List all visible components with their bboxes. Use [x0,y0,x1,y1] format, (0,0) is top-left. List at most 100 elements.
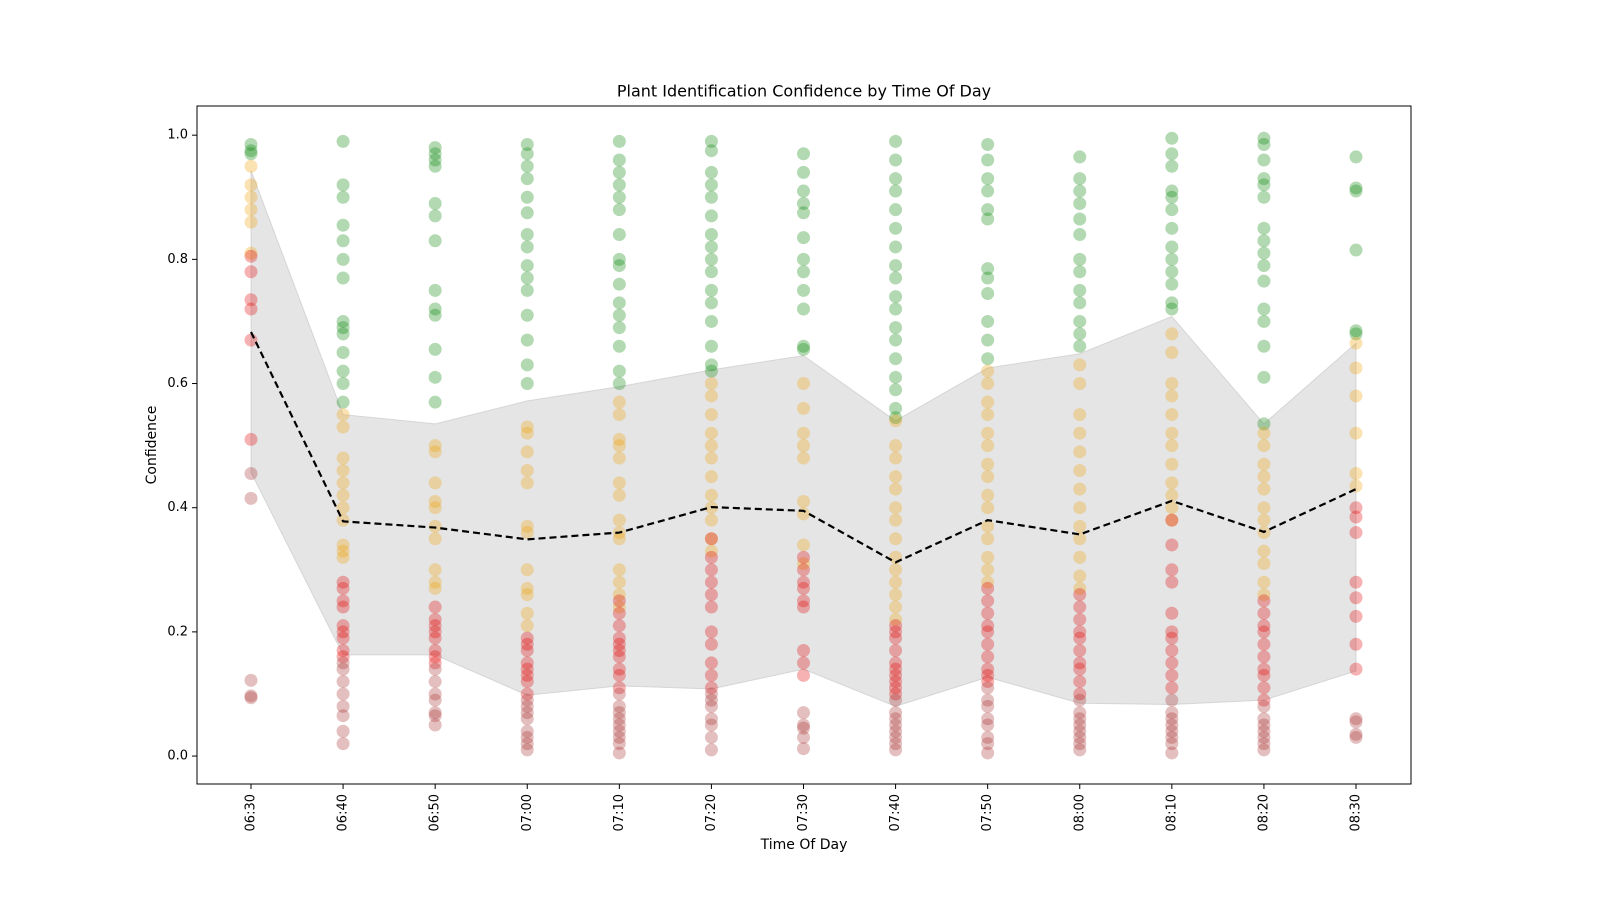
point [1349,184,1363,198]
point [244,691,258,705]
point [981,594,995,608]
point [797,668,810,682]
point [981,439,995,453]
point [1073,706,1087,720]
point [889,600,903,614]
point [797,231,810,245]
point [1349,324,1363,338]
point [797,706,810,720]
point [612,588,626,602]
point [981,619,995,633]
point [704,451,718,465]
point [336,408,350,422]
point [704,600,718,614]
point [1257,557,1271,571]
point [428,519,442,533]
point [520,228,534,242]
point [1073,283,1087,297]
point [797,342,810,356]
point [428,563,442,577]
point [981,262,995,276]
point [704,296,718,310]
point [1165,563,1179,577]
point [1165,488,1179,502]
point [336,544,350,558]
point [1349,730,1363,744]
point [1073,532,1087,546]
point [889,401,903,415]
point [520,358,534,372]
point [1349,510,1363,524]
x-tick-label: 07:00 [520,794,535,831]
y-tick-label: 1.0 [167,128,188,143]
point [889,706,903,720]
point [1165,693,1179,707]
point [1073,581,1087,595]
point [981,737,995,751]
point [981,550,995,564]
point [1073,600,1087,614]
point [704,134,718,148]
point [336,321,350,335]
point [981,581,995,595]
point [704,668,718,682]
point [797,206,810,220]
point [981,699,995,713]
point [797,302,810,316]
point [1257,234,1271,248]
point [1165,712,1179,726]
point [520,712,534,726]
point [612,308,626,322]
point [336,724,350,738]
point [520,445,534,459]
point [1257,470,1271,484]
point [1257,619,1271,633]
point [1257,131,1271,145]
point [336,600,350,614]
point [704,165,718,179]
point [520,699,534,713]
point [428,159,442,173]
point [981,712,995,726]
point [520,581,534,595]
point [889,501,903,515]
point [889,656,903,670]
point [336,550,350,564]
point [428,709,442,723]
point [1349,637,1363,651]
point [336,463,350,477]
point [428,575,442,589]
point [981,693,995,707]
point [1165,513,1179,527]
point [1073,712,1087,726]
point [520,463,534,477]
point [1257,650,1271,664]
point [612,575,626,589]
point [797,265,810,279]
point [1165,625,1179,639]
point [704,712,718,726]
point [1165,644,1179,658]
point [981,271,995,285]
point [244,491,258,505]
point [336,252,350,266]
point [1349,181,1363,195]
point [797,644,810,658]
point [1073,196,1087,210]
point [797,196,810,210]
point [797,575,810,589]
point [336,190,350,204]
point [244,159,258,173]
point [336,395,350,409]
point [1073,228,1087,242]
point [704,209,718,223]
x-tick-label: 08:20 [1256,794,1271,831]
point [1165,131,1179,145]
point [1257,588,1271,602]
point [797,594,810,608]
point [1257,190,1271,204]
point [244,137,258,151]
point [1073,644,1087,658]
point [981,563,995,577]
point [1165,575,1179,589]
